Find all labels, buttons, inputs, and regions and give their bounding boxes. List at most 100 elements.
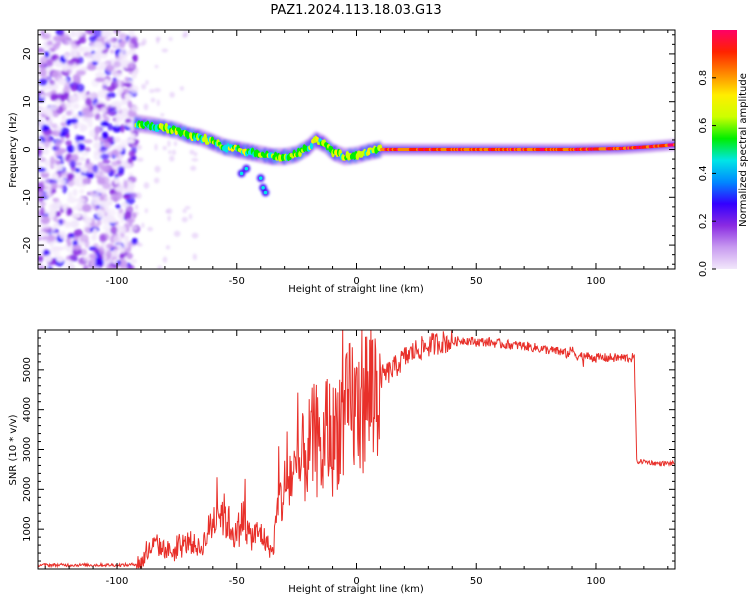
- heatmap-noise-cell: [167, 215, 171, 222]
- heatmap-noise-cell: [192, 253, 197, 261]
- heatmap-noise-cell: [69, 253, 78, 262]
- heatmap-noise-cell: [113, 73, 124, 78]
- heatmap-noise-cell: [156, 99, 160, 107]
- heatmap-noise-cell: [171, 149, 177, 156]
- heatmap-noise-cell: [168, 149, 172, 155]
- heatmap-noise-cell: [87, 172, 95, 179]
- snr-xtick-label: 0: [353, 576, 359, 587]
- heatmap-noise-cell: [82, 166, 87, 173]
- heatmap-noise-cell: [70, 43, 80, 50]
- heatmap-noise-cell: [127, 157, 133, 164]
- heatmap-noise-cell: [73, 213, 82, 219]
- heatmap-noise-cell: [107, 123, 113, 131]
- heatmap-noise-cell: [44, 51, 50, 58]
- heatmap-noise-cell: [58, 179, 67, 184]
- heatmap-noise-cell: [51, 70, 59, 78]
- heatmap-ridge-core: [309, 142, 314, 150]
- heatmap-noise-cell: [101, 131, 109, 140]
- heatmap-noise-cell: [63, 221, 72, 229]
- heatmap-noise-cell: [101, 164, 112, 174]
- heatmap-noise-cell: [61, 114, 67, 123]
- heatmap-noise-cell: [122, 143, 127, 149]
- snr-background: [38, 330, 675, 569]
- heatmap-noise-cell: [112, 79, 121, 84]
- spectrogram-ytick-label: -20: [22, 237, 33, 253]
- heatmap-noise-cell: [71, 244, 82, 251]
- heatmap-noise-cell: [48, 203, 57, 212]
- snr-ytick-label: 2000: [22, 477, 33, 502]
- heatmap-noise-cell: [56, 165, 63, 171]
- heatmap-noise-cell: [166, 207, 173, 215]
- heatmap-noise-cell: [81, 203, 92, 213]
- heatmap-noise-cell: [39, 206, 45, 216]
- colorbar-tick-label: 0.2: [698, 213, 709, 229]
- heatmap-noise-cell: [99, 61, 106, 69]
- heatmap-noise-cell: [72, 188, 78, 197]
- heatmap-noise-cell: [67, 60, 75, 66]
- heatmap-noise-cell: [182, 208, 187, 213]
- heatmap-noise-cell: [79, 124, 86, 132]
- heatmap-noise-cell: [67, 191, 73, 199]
- heatmap-noise-cell: [130, 225, 138, 231]
- spectrogram-xtick-label: 100: [586, 276, 605, 287]
- heatmap-noise-cell: [51, 226, 56, 233]
- heatmap-noise-cell: [97, 209, 105, 218]
- colorbar-tick-label: 0.6: [698, 118, 709, 134]
- heatmap-noise-cell: [93, 151, 103, 161]
- heatmap-noise-cell: [182, 30, 189, 37]
- heatmap-noise-cell: [39, 56, 48, 64]
- heatmap-noise-cell: [86, 64, 97, 71]
- heatmap-noise-cell: [131, 105, 140, 113]
- heatmap-noise-cell: [93, 30, 103, 38]
- heatmap-noise-cell: [46, 44, 55, 51]
- heatmap-noise-cell: [68, 94, 77, 104]
- heatmap-noise-cell: [38, 243, 47, 248]
- heatmap-noise-cell: [149, 89, 155, 94]
- heatmap-noise-cell: [169, 155, 175, 162]
- heatmap-noise-cell: [49, 182, 59, 188]
- heatmap-noise-cell: [58, 170, 69, 178]
- heatmap-noise-cell: [129, 132, 137, 138]
- heatmap-noise-cell: [83, 139, 93, 144]
- heatmap-noise-cell: [73, 229, 83, 237]
- heatmap-noise-cell: [94, 258, 105, 267]
- heatmap-noise-cell: [82, 107, 91, 115]
- heatmap-noise-cell: [126, 252, 133, 260]
- heatmap-noise-cell: [117, 87, 125, 94]
- heatmap-noise-cell: [126, 180, 133, 188]
- heatmap-noise-cell: [119, 40, 126, 49]
- heatmap-noise-cell: [76, 197, 87, 204]
- heatmap-noise-cell: [130, 258, 137, 264]
- colorbar-tick-label: 0.8: [698, 70, 709, 86]
- heatmap-noise-cell: [77, 135, 85, 141]
- heatmap-noise-cell: [112, 144, 119, 150]
- heatmap-noise-cell: [76, 83, 85, 93]
- heatmap-noise-cell: [56, 256, 65, 263]
- heatmap-noise-cell: [77, 241, 87, 246]
- heatmap-noise-cell: [141, 83, 147, 90]
- heatmap-noise-cell: [39, 68, 48, 77]
- heatmap-noise-cell: [61, 33, 70, 39]
- heatmap-noise-cell: [38, 118, 45, 126]
- snr-ytick-label: 5000: [22, 357, 33, 382]
- snr-panel: -100 -50 0 50 100 1000 2000 3000 4000 5000 Height…: [8, 329, 676, 595]
- heatmap-noise-cell: [113, 61, 121, 68]
- heatmap-noise-cell: [49, 209, 57, 217]
- heatmap-noise-cell: [100, 153, 110, 160]
- heatmap-noise-cell: [62, 185, 68, 194]
- heatmap-noise-cell: [81, 46, 90, 54]
- heatmap-noise-cell: [105, 250, 112, 259]
- heatmap-noise-cell: [65, 119, 72, 126]
- spectrogram-ytick-label: 10: [22, 95, 33, 108]
- heatmap-noise-cell: [38, 255, 44, 262]
- snr-ylabel: SNR (10 * v/v): [8, 414, 19, 485]
- heatmap-noise-cell: [193, 151, 198, 157]
- heatmap-noise-cell: [38, 140, 44, 149]
- heatmap-noise-cell: [83, 217, 93, 225]
- heatmap-noise-cell: [107, 218, 118, 224]
- colorbar-tick-label: 0.0: [698, 261, 709, 277]
- heatmap-noise-cell: [82, 178, 88, 185]
- heatmap-noise-cell: [73, 144, 79, 153]
- heatmap-noise-cell: [72, 205, 78, 211]
